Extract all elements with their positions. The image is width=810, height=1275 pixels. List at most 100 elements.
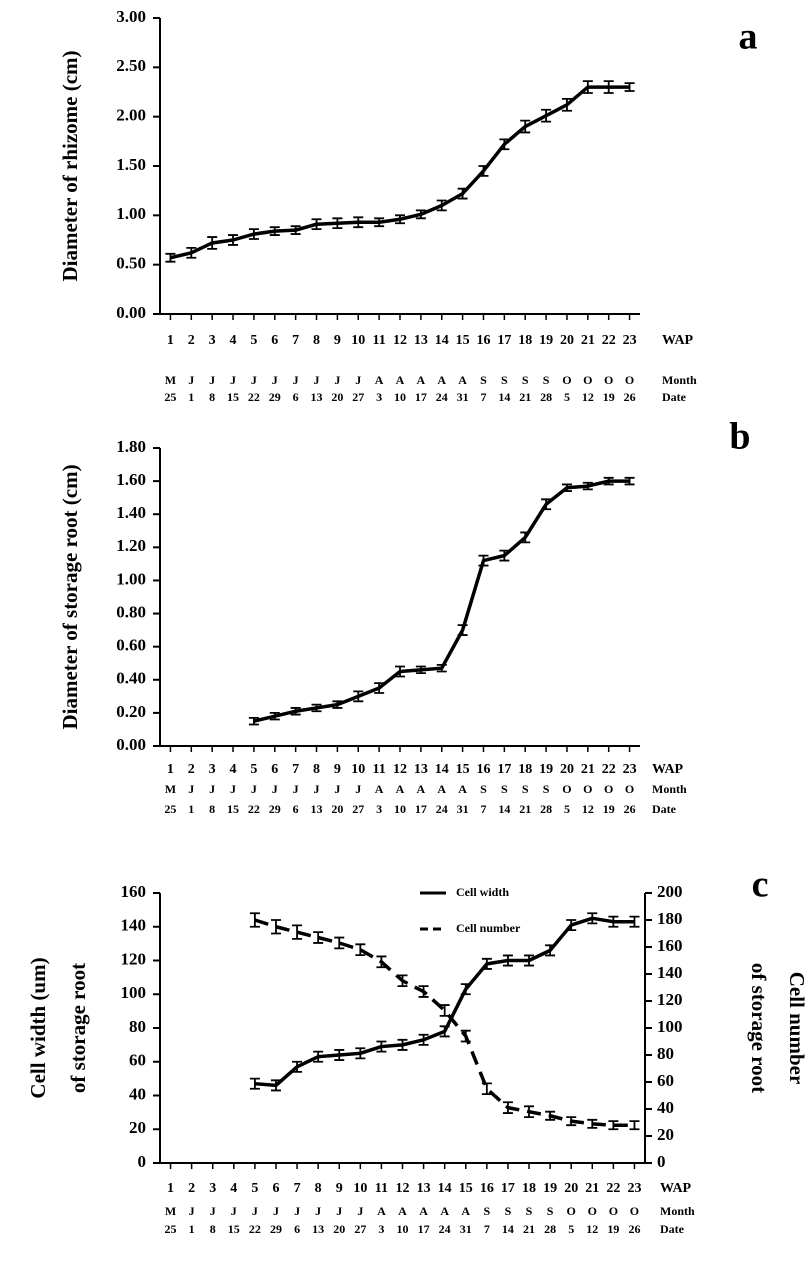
y-tick-label: 0.00 [116,303,146,322]
date-label: 31 [457,802,469,816]
error-bar [397,1038,408,1051]
x-tick-label: 9 [334,333,341,348]
date-label: 24 [436,390,448,404]
date-label: 31 [457,390,469,404]
date-label: 7 [480,390,486,404]
x-tick-label: 16 [476,762,490,777]
y-tick-label: 3.00 [116,7,146,26]
month-label: M [165,1204,176,1218]
month-label: J [272,373,278,387]
x-tick-label: 22 [606,1181,620,1196]
x-tick-label: 13 [414,762,428,777]
date-label: 8 [209,802,215,816]
x-tick-label: 13 [414,333,428,348]
date-label: 7 [480,802,486,816]
series-line [254,918,635,1127]
y-tick-label: 0.60 [116,636,146,655]
x-tick-label: 7 [292,762,299,777]
month-label: A [396,782,405,796]
x-tick-label: 15 [459,1181,473,1196]
y-tick-label: 40 [129,1084,146,1103]
date-label: 17 [418,1222,430,1236]
x-tick-label: 7 [294,1181,301,1196]
date-label: 20 [333,1222,345,1236]
error-bar [561,98,572,112]
month-label: J [336,1204,342,1218]
month-label: J [209,782,215,796]
month-label: J [314,782,320,796]
x-tick-label: 18 [522,1181,536,1196]
row-label: WAP [652,762,684,777]
date-label: 5 [564,802,570,816]
month-label: M [165,782,176,796]
row-label: Date [660,1222,685,1236]
y2-axis-title: Cell number [785,972,809,1085]
month-label: J [209,373,215,387]
x-tick-label: 12 [393,333,407,348]
date-label: 19 [607,1222,619,1236]
error-bar [186,246,197,259]
x-tick-label: 21 [581,762,595,777]
month-label: S [501,373,508,387]
error-bar [499,549,510,562]
x-tick-label: 17 [497,762,511,777]
y-tick-label: 0.40 [116,669,146,688]
x-tick-label: 8 [313,333,320,348]
month-label: A [398,1204,407,1218]
error-bar [502,954,513,967]
y-tick-label: 1.60 [116,470,146,489]
error-bar [624,82,635,92]
x-tick-label: 8 [313,762,320,777]
x-tick-label: 5 [250,333,257,348]
date-label: 10 [394,390,406,404]
month-label: O [562,373,571,387]
date-label: 21 [523,1222,535,1236]
date-label: 22 [249,1222,261,1236]
date-label: 20 [331,802,343,816]
y2-tick-label: 0 [657,1152,666,1171]
error-bar [334,936,345,950]
error-bar [165,252,176,263]
error-bar [457,187,468,200]
month-label: J [230,782,236,796]
error-bar [460,983,471,996]
date-label: 15 [228,1222,240,1236]
row-label: Date [662,390,687,404]
y2-tick-label: 160 [657,936,683,955]
month-label: A [377,1204,386,1218]
month-label: J [294,1204,300,1218]
error-bar [249,1077,260,1090]
error-bar [334,1049,345,1061]
month-label: S [480,782,487,796]
error-bar [629,1120,640,1131]
y2-tick-label: 80 [657,1044,674,1063]
date-label: 20 [331,390,343,404]
x-tick-label: 3 [209,1181,216,1196]
x-tick-label: 22 [602,333,616,348]
x-tick-label: 9 [336,1181,343,1196]
x-tick-label: 15 [456,333,470,348]
month-label: A [375,782,384,796]
month-label: O [583,373,592,387]
series-line [254,916,635,1088]
month-label: S [543,373,550,387]
y-tick-label: 0.00 [116,735,146,754]
month-label: J [230,373,236,387]
x-tick-label: 17 [501,1181,515,1196]
date-label: 28 [540,390,552,404]
y2-tick-label: 100 [657,1017,683,1036]
x-tick-label: 1 [167,1181,174,1196]
error-bar [415,209,426,220]
x-tick-label: 1 [167,762,174,777]
date-label: 7 [484,1222,490,1236]
y-axis-title: Diameter of storage root (cm) [58,464,82,729]
error-bar [566,919,577,932]
row-label: WAP [662,333,694,348]
error-bar [397,974,408,988]
error-bar [332,700,343,709]
x-tick-label: 11 [373,333,386,348]
x-tick-label: 4 [230,333,237,348]
error-bar [290,225,301,235]
error-bar [439,1004,450,1017]
date-label: 3 [376,802,382,816]
